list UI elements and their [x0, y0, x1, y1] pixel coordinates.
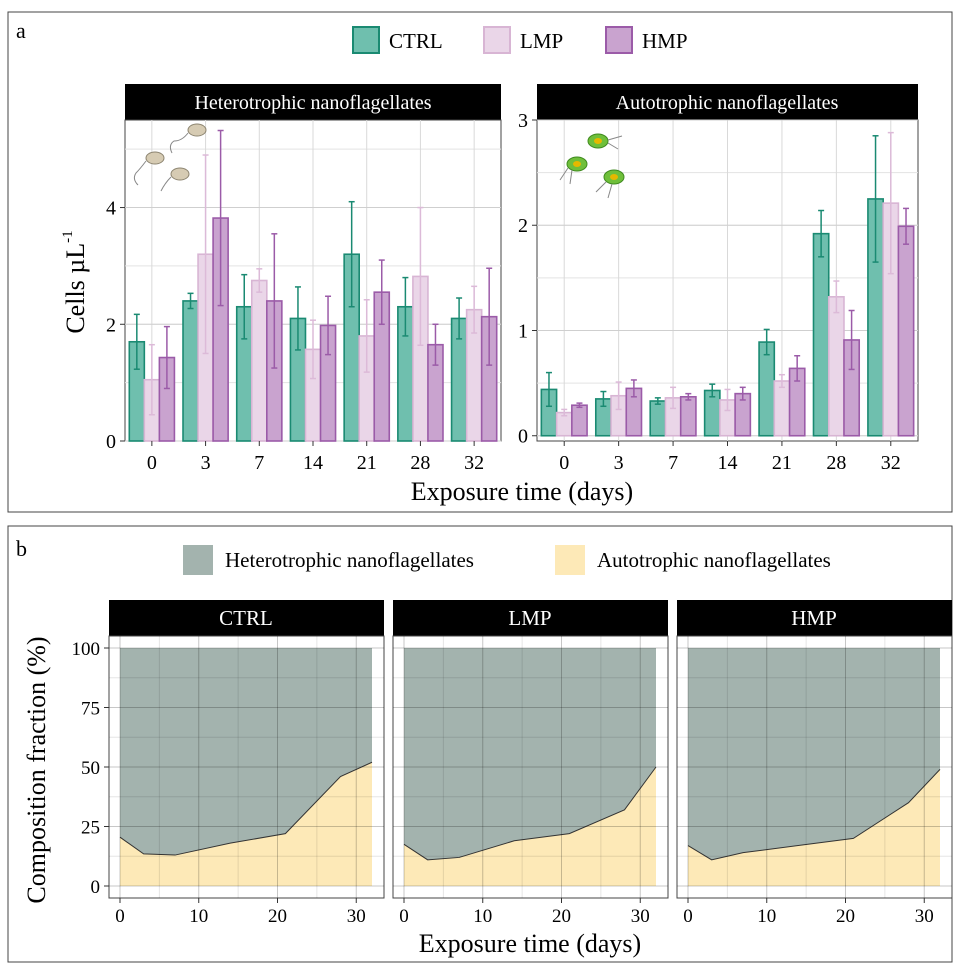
- boundary-line: [119, 761, 373, 856]
- legend-label-lmp: LMP: [520, 29, 563, 53]
- y-tick-label: 0: [106, 431, 116, 453]
- legend-swatch-hmp: [605, 26, 633, 54]
- area-chart-hmp: 0 10 20 30: [676, 635, 953, 927]
- y-axis-title-superscript: -1: [60, 230, 76, 243]
- x-tick-label: 21: [772, 452, 792, 474]
- bar: [758, 341, 776, 437]
- x-tick-label: 30: [915, 906, 934, 927]
- area-autotrophic: [404, 767, 656, 886]
- bar: [571, 404, 588, 437]
- bar: [679, 395, 697, 437]
- facet-header-heterotrophic: [125, 84, 501, 120]
- area-heterotrophic: [404, 648, 656, 860]
- legend-label-heterotrophic: Heterotrophic nanoflagellates: [225, 548, 474, 572]
- y-tick-label: 3: [518, 110, 528, 132]
- bar: [649, 400, 667, 437]
- x-axis-title-b: Exposure time (days): [419, 929, 641, 958]
- y-tick-label: 0: [91, 877, 101, 898]
- legend-swatch-lmp: [483, 26, 511, 54]
- y-axis-title-a: Cells µL-1: [60, 230, 90, 333]
- x-tick-label: 0: [399, 906, 409, 927]
- x-tick-label: 14: [718, 452, 738, 474]
- area-heterotrophic: [688, 648, 940, 860]
- facet-title-ctrl: CTRL: [219, 606, 273, 630]
- legend-b: Heterotrophic nanoflagellates Autotrophi…: [183, 545, 831, 575]
- facet-header-ctrl: [109, 600, 384, 636]
- x-axis-title-a: Exposure time (days): [411, 477, 633, 506]
- x-tick-label: 0: [115, 906, 125, 927]
- y-axis-title-b: Composition fraction (%): [22, 636, 51, 903]
- facet-title-heterotrophic: Heterotrophic nanoflagellates: [194, 92, 431, 114]
- x-tick-label: 20: [552, 906, 571, 927]
- x-tick-label: 10: [757, 906, 776, 927]
- y-tick-label: 50: [81, 758, 100, 779]
- y-tick-label: 25: [81, 818, 100, 839]
- autotrophic-cell-icon: [559, 133, 625, 199]
- facet-header-autotrophic: [537, 84, 918, 120]
- x-tick-label: 20: [836, 906, 855, 927]
- bar: [812, 232, 830, 437]
- legend-a: CTRL LMP HMP: [352, 26, 688, 54]
- legend-swatch-heterotrophic: [183, 545, 213, 575]
- x-tick-label: 14: [303, 452, 323, 474]
- panel-a-letter: a: [16, 18, 26, 43]
- bar: [827, 296, 845, 437]
- x-tick-label: 32: [881, 452, 901, 474]
- facet-title-autotrophic: Autotrophic nanoflagellates: [616, 92, 839, 114]
- bar: [773, 380, 791, 437]
- x-tick-label: 0: [559, 452, 569, 474]
- x-tick-label: 3: [614, 452, 624, 474]
- x-tick-label: 10: [189, 906, 208, 927]
- legend-swatch-autotrophic: [555, 545, 585, 575]
- x-tick-label: 0: [683, 906, 693, 927]
- facet-title-hmp: HMP: [791, 606, 837, 630]
- legend-label-autotrophic: Autotrophic nanoflagellates: [597, 548, 831, 572]
- y-tick-label: 2: [106, 314, 116, 336]
- x-tick-label: 28: [826, 452, 846, 474]
- x-tick-label: 10: [473, 906, 492, 927]
- bars-heterotrophic: 0 2 4 0 3 7 14 21 28 32: [106, 120, 501, 474]
- bar: [897, 225, 915, 437]
- area-heterotrophic: [120, 648, 372, 856]
- legend-swatch-ctrl: [352, 26, 380, 54]
- panel-b-letter: b: [16, 536, 27, 561]
- x-tick-label: 7: [254, 452, 264, 474]
- legend-label-ctrl: CTRL: [389, 29, 443, 53]
- y-tick-label: 100: [72, 639, 101, 660]
- area-chart-lmp: 0 10 20 30: [392, 635, 669, 927]
- x-tick-label: 21: [357, 452, 377, 474]
- x-tick-label: 32: [464, 452, 484, 474]
- x-tick-label: 3: [201, 452, 211, 474]
- area-autotrophic: [120, 762, 372, 886]
- legend-label-hmp: HMP: [642, 29, 688, 53]
- bars-autotrophic: 0 1 2 3 0 3 7 14 21 28 32: [518, 110, 918, 474]
- y-tick-label: 1: [518, 320, 528, 342]
- bar: [182, 300, 199, 442]
- area-autotrophic: [688, 769, 940, 886]
- x-tick-label: 7: [668, 452, 678, 474]
- heterotrophic-cell-icon: [133, 123, 207, 192]
- y-tick-label: 75: [81, 699, 100, 720]
- x-tick-label: 30: [347, 906, 366, 927]
- panel-a-frame: [7, 11, 953, 513]
- bar: [250, 279, 268, 442]
- y-tick-label: 2: [518, 215, 528, 237]
- x-tick-label: 20: [268, 906, 287, 927]
- x-tick-label: 28: [410, 452, 430, 474]
- facet-title-lmp: LMP: [508, 606, 551, 630]
- x-tick-label: 0: [147, 452, 157, 474]
- y-tick-label: 0: [518, 426, 528, 448]
- boundary-line: [403, 766, 657, 861]
- facet-header-lmp: [393, 600, 668, 636]
- x-tick-label: 30: [631, 906, 650, 927]
- boundary-line: [687, 769, 941, 861]
- facet-header-hmp: [677, 600, 952, 636]
- area-chart-ctrl: 0 10 20 30 0 25 50 75 100: [72, 635, 385, 927]
- y-tick-label: 4: [106, 198, 116, 220]
